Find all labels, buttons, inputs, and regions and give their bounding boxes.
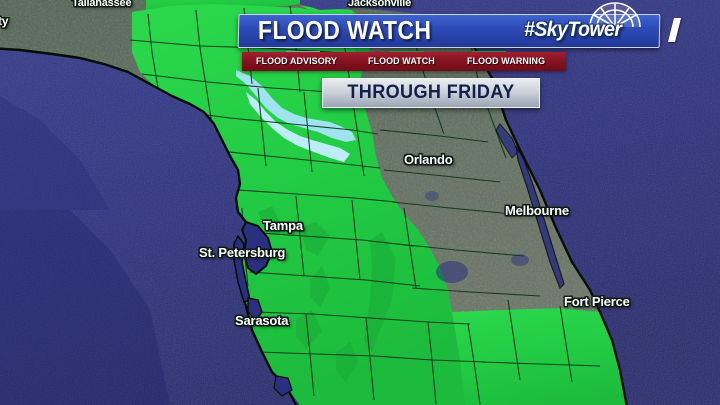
tampa-bay	[233, 220, 274, 322]
gulf-shading	[0, 96, 170, 405]
indian-river-lagoon	[495, 123, 565, 290]
legend-label-flood-warning: FLOOD WARNING	[467, 56, 546, 67]
timeframe-plate: THROUGH FRIDAY	[322, 78, 540, 108]
skytower-logo: #SkyTower	[524, 2, 681, 50]
flood-advisory-area	[236, 70, 356, 162]
precip-shading	[258, 206, 396, 382]
timeframe-label: THROUGH FRIDAY	[347, 82, 515, 103]
alert-title: FLOOD WATCH	[257, 15, 432, 45]
panhandle-coast	[0, 47, 151, 85]
inland-lakes	[425, 191, 529, 283]
legend-label-flood-watch: FLOOD WATCH	[368, 56, 436, 67]
skytower-wordmark: #SkyTower	[524, 18, 622, 41]
radar-dome-icon	[589, 2, 641, 28]
coastal-islands	[273, 375, 293, 397]
alert-legend-bar: FLOOD ADVISORY FLOOD WATCH FLOOD WARNING	[242, 52, 566, 71]
legend-label-flood-advisory: FLOOD ADVISORY	[256, 56, 338, 67]
alert-banner-group: FLOOD WATCH FLOOD ADVISORY FLOOD WATCH F…	[237, 14, 680, 110]
